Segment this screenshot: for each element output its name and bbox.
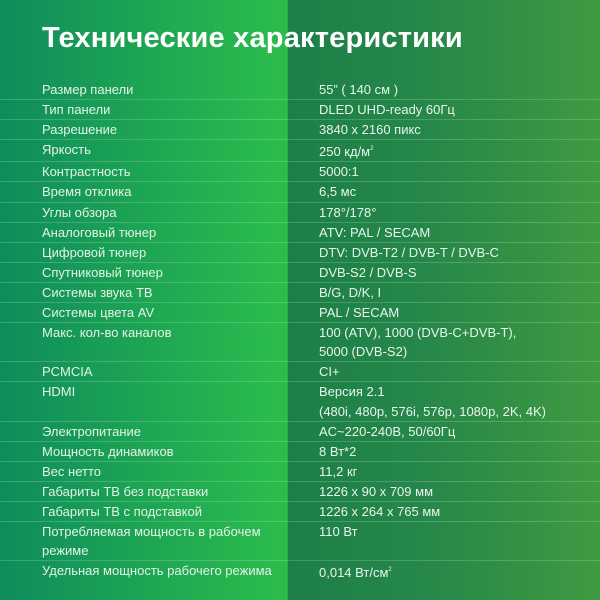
spec-row: PCMCIA CI+	[0, 362, 600, 383]
spec-value: 8 Вт*2	[319, 442, 600, 461]
spec-row: HDMI Версия 2.1 (480i, 480p, 576i, 576p, 1…	[0, 382, 600, 422]
spec-label: Электропитание	[42, 423, 141, 439]
spec-value-text: 178°/178°	[319, 204, 377, 220]
spec-value: 11,2 кг	[319, 462, 600, 481]
spec-value-text: 5000:1	[319, 164, 359, 180]
spec-label: PCMCIA	[42, 364, 93, 380]
spec-value-text: AC~220-240В, 50/60Гц	[319, 423, 456, 439]
spec-value: 0,014 Вт/см2	[319, 561, 600, 582]
spec-label: Потребляемая мощность в рабочем режиме	[42, 524, 261, 559]
spec-label: Габариты ТВ с подставкой	[42, 503, 202, 519]
spec-value-text: PAL / SECAM	[319, 305, 400, 321]
spec-label: Габариты ТВ без подставки	[42, 483, 209, 499]
spec-value: 250 кд/м2	[319, 140, 600, 161]
spec-value: 100 (ATV), 1000 (DVB-C+DVB-T), 5000 (DVB-…	[319, 323, 600, 361]
spec-row: Габариты ТВ без подставки 1226 x 90 x 709…	[0, 482, 600, 502]
spec-row: Контрастность 5000:1	[0, 162, 600, 183]
spec-value-text: DTV: DVB-T2 / DVB-T / DVB-C	[319, 244, 499, 260]
spec-value-text: DVB-S2 / DVB-S	[319, 264, 417, 280]
spec-value: 110 Вт	[319, 522, 600, 560]
spec-value-text: 55” ( 140 см )	[319, 82, 399, 97]
spec-row: Время отклика 6,5 мс	[0, 182, 600, 203]
spec-row: Спутниковый тюнер DVB-S2 / DVB-S	[0, 263, 600, 283]
spec-row: Макс. кол-во каналов 100 (ATV), 1000 (DVB…	[0, 323, 600, 363]
spec-value: B/G, D/K, I	[319, 283, 600, 302]
spec-row: Системы звука ТВ B/G, D/K, I	[0, 283, 600, 304]
spec-value: DLED UHD-ready 60Гц	[319, 100, 600, 119]
spec-value: CI+	[319, 362, 600, 381]
spec-label: Цифровой тюнер	[42, 244, 147, 260]
spec-value: 6,5 мс	[319, 182, 600, 201]
spec-label: Системы звука ТВ	[42, 284, 153, 300]
spec-value: 1226 x 264 x 765 мм	[319, 502, 600, 521]
spec-value-text: 250 кд/м	[319, 144, 371, 160]
spec-label: Аналоговый тюнер	[42, 224, 157, 240]
spec-value-text: 6,5 мс	[319, 184, 357, 200]
spec-value-text: 100 (ATV), 1000 (DVB-C+DVB-T),	[319, 325, 517, 341]
spec-value: 1226 x 90 x 709 мм	[319, 482, 600, 501]
spec-label: Мощность динамиков	[42, 443, 174, 459]
spec-label: Системы цвета AV	[42, 305, 155, 321]
spec-label: Спутниковый тюнер	[42, 264, 163, 280]
spec-row: Яркость 250 кд/м2	[0, 140, 600, 163]
spec-row: Размер панели 55” ( 140 см )	[0, 80, 600, 101]
page-title: Технические характеристики	[42, 22, 463, 54]
spec-label: HDMI	[42, 384, 76, 400]
spec-value: 178°/178°	[319, 203, 600, 222]
spec-row: Вес нетто 11,2 кг	[0, 462, 600, 482]
spec-label: Разрешение	[42, 122, 118, 138]
spec-value-line2: (480i, 480p, 576i, 576p, 1080p, 2K, 4K)	[319, 403, 546, 419]
spec-label: Время отклика	[42, 184, 132, 200]
spec-label: Тип панели	[42, 102, 111, 118]
spec-value-line2: 5000 (DVB-S2)	[319, 344, 408, 360]
spec-value-text: 1226 x 90 x 709 мм	[319, 483, 434, 499]
spec-row: Углы обзора 178°/178°	[0, 203, 600, 223]
spec-row: Удельная мощность рабочего режима 0,014 В…	[0, 561, 600, 582]
spec-row: Системы цвета AV PAL / SECAM	[0, 303, 600, 324]
spec-row: Разрешение 3840 x 2160 пикс	[0, 120, 600, 141]
spec-label: Размер панели	[42, 82, 134, 97]
spec-value: Версия 2.1 (480i, 480p, 576i, 576p, 1080p…	[319, 382, 600, 420]
spec-table: Размер панели 55” ( 140 см ) Тип панели DLE…	[0, 80, 600, 582]
spec-value: ATV: PAL / SECAM	[319, 223, 600, 242]
spec-row: Мощность динамиков 8 Вт*2	[0, 442, 600, 462]
spec-value-text: 3840 x 2160 пикс	[319, 122, 421, 138]
spec-row: Тип панели DLED UHD-ready 60Гц	[0, 100, 600, 121]
spec-row: Цифровой тюнер DTV: DVB-T2 / DVB-T / DVB-…	[0, 243, 600, 263]
spec-value-text: DLED UHD-ready 60Гц	[319, 102, 455, 118]
spec-value: 3840 x 2160 пикс	[319, 120, 600, 139]
spec-value: DTV: DVB-T2 / DVB-T / DVB-C	[319, 243, 600, 262]
spec-label: Яркость	[42, 142, 91, 158]
spec-row: Аналоговый тюнер ATV: PAL / SECAM	[0, 223, 600, 243]
spec-value: PAL / SECAM	[319, 303, 600, 322]
spec-row: Габариты ТВ с подставкой 1226 x 264 x 765…	[0, 502, 600, 523]
superscript: 2	[388, 567, 392, 574]
spec-label: Вес нетто	[42, 463, 101, 479]
spec-value-text: 8 Вт*2	[319, 443, 357, 459]
spec-label: Макс. кол-во каналов	[42, 325, 172, 341]
superscript: 2	[370, 146, 374, 153]
spec-value-text: B/G, D/K, I	[319, 284, 382, 300]
spec-value-text: 110 Вт	[319, 524, 358, 540]
spec-value-text: CI+	[319, 364, 340, 380]
spec-row: Потребляемая мощность в рабочем режиме 11…	[0, 522, 600, 562]
spec-value: DVB-S2 / DVB-S	[319, 263, 600, 282]
spec-value-text: Версия 2.1	[319, 384, 385, 400]
spec-value: 55” ( 140 см )	[319, 80, 600, 99]
spec-label: Углы обзора	[42, 204, 117, 220]
spec-value: AC~220-240В, 50/60Гц	[319, 422, 600, 441]
spec-value-text: ATV: PAL / SECAM	[319, 224, 431, 240]
spec-value-text: 0,014 Вт/см	[319, 565, 389, 581]
spec-label: Удельная мощность рабочего режима	[42, 563, 272, 579]
spec-value-text: 1226 x 264 x 765 мм	[319, 503, 441, 519]
spec-value-text: 11,2 кг	[319, 463, 358, 479]
spec-label: Контрастность	[42, 164, 131, 180]
spec-value: 5000:1	[319, 162, 600, 181]
spec-row: Электропитание AC~220-240В, 50/60Гц	[0, 422, 600, 442]
